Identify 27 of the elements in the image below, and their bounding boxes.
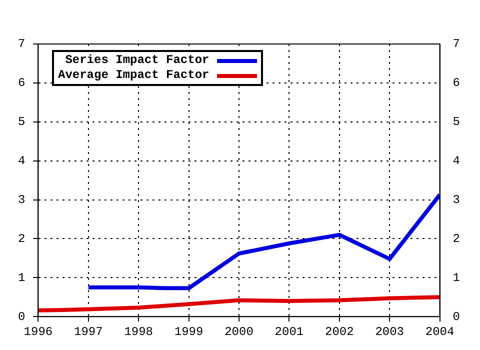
x-tick-label: 2003 [375,324,404,339]
x-tick-label: 2000 [224,324,254,339]
x-tick-label: 1996 [24,324,53,339]
x-tick-label: 2001 [274,324,304,339]
x-tick-label: 1999 [174,324,204,339]
y-tick-label: 3 [18,192,26,207]
y2-tick-label: 3 [452,192,460,207]
y-tick-label: 7 [18,37,26,52]
y2-tick-label: 7 [452,37,460,52]
x-tick-label: 2004 [425,324,454,339]
y-tick-label: 1 [18,270,26,285]
y-tick-label: 5 [18,115,26,130]
y2-tick-label: 4 [452,154,460,168]
y2-tick-label: 2 [452,232,460,246]
legend-label: Series Impact Factor [65,53,210,68]
y2-tick-label: 1 [452,270,460,285]
y2-tick-label: 6 [452,76,460,90]
x-tick-label: 2002 [324,324,354,339]
x-tick-label: 1998 [124,324,154,339]
y2-tick-label: 0 [452,310,460,324]
legend-label: Average Impact Factor [58,68,210,83]
y-tick-label: 0 [18,310,26,324]
x-tick-label: 1997 [74,324,103,339]
y-tick-label: 4 [18,154,26,168]
y-tick-label: 2 [18,232,26,246]
y2-tick-label: 5 [452,115,460,130]
y-tick-label: 6 [18,76,26,90]
